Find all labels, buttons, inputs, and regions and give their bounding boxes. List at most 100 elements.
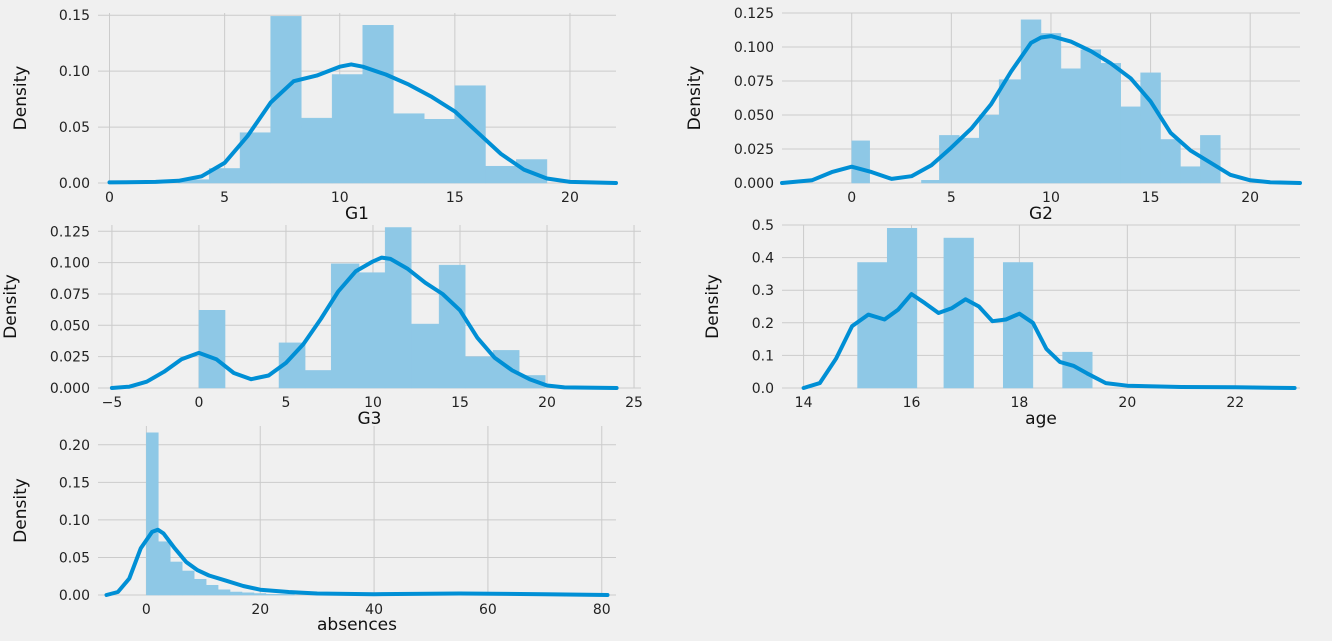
x-axis-label: G1: [345, 204, 369, 224]
histogram-bar: [181, 570, 195, 596]
histogram-bar: [265, 593, 295, 596]
histogram-bar: [1160, 139, 1181, 184]
y-tick-label: 0.050: [734, 108, 774, 124]
x-tick-label: 20: [538, 395, 556, 411]
histogram-bar: [1040, 33, 1062, 184]
x-tick-label: 22: [1226, 395, 1244, 411]
y-tick-label: 0.15: [59, 8, 90, 24]
histogram-bar: [423, 119, 456, 184]
x-axis-label: G2: [1029, 204, 1053, 224]
histogram-bar: [393, 113, 425, 184]
histogram-bar: [438, 264, 466, 389]
histogram-bar: [1140, 72, 1161, 184]
x-tick-label: 15: [446, 190, 464, 206]
x-tick-label: 18: [1011, 395, 1029, 411]
y-tick-label: 0.050: [50, 318, 90, 334]
x-tick-label: 25: [625, 395, 643, 411]
x-tick-label: 20: [1241, 190, 1259, 206]
histogram-bar: [1060, 68, 1082, 184]
histogram-bar: [943, 237, 974, 389]
histogram-bar: [1002, 262, 1034, 389]
x-tick-label: 5: [282, 395, 291, 411]
kde-line: [801, 292, 1297, 390]
histogram-bar: [857, 262, 888, 389]
subplot-age: 14 16 18 20 22 0.0 0.1 0.2 0.3 0.4 0.5 age Density: [703, 218, 1300, 429]
x-tick-label: 15: [1142, 190, 1160, 206]
x-tick-label: −5: [102, 395, 123, 411]
kde-line: [104, 527, 610, 597]
x-tick-label: 5: [220, 190, 229, 206]
x-tick-label: 40: [365, 602, 383, 618]
y-tick-label: 0.00: [59, 588, 90, 604]
histogram-bar: [170, 561, 183, 596]
x-tick-label: 10: [364, 395, 382, 411]
y-tick-label: 0.0: [752, 381, 774, 397]
x-tick-label: 80: [593, 602, 611, 618]
y-tick-label: 0.20: [59, 438, 90, 454]
subplot-g2: 0 5 10 15 20 0.000 0.025 0.050 0.075 0.100 0.125 G2…: [685, 6, 1302, 224]
x-tick-label: 0: [194, 395, 203, 411]
y-tick-label: 0.00: [59, 176, 90, 192]
histogram-bar: [464, 356, 494, 389]
y-tick-label: 0.1: [752, 348, 774, 364]
x-tick-label: 60: [479, 602, 497, 618]
histogram-bar: [411, 323, 440, 389]
histogram-bar: [959, 137, 980, 184]
histogram-bar: [198, 310, 226, 389]
histogram-bar: [492, 350, 520, 389]
histogram-bar: [158, 541, 171, 596]
histogram-bar: [217, 589, 231, 596]
histogram-bar: [1180, 166, 1201, 184]
y-tick-label: 0.125: [734, 6, 774, 22]
kde-line: [780, 34, 1302, 185]
y-tick-label: 0.075: [734, 74, 774, 90]
y-tick-label: 0.15: [59, 475, 90, 491]
histogram-bar: [146, 432, 159, 596]
x-tick-label: 20: [1118, 395, 1136, 411]
histogram-bar: [229, 591, 243, 596]
y-tick-label: 0.10: [59, 64, 90, 80]
y-tick-label: 0.05: [59, 120, 90, 136]
y-axis-label: Density: [685, 66, 705, 131]
subplot-absences: 0 20 40 60 80 0.00 0.05 0.10 0.15 0.20 absences Den…: [11, 426, 616, 635]
histogram-bar: [851, 140, 870, 184]
y-tick-label: 0.025: [50, 350, 90, 366]
histogram-bar: [978, 114, 1000, 184]
x-axis-label: G3: [358, 409, 382, 429]
x-tick-label: 15: [451, 395, 469, 411]
y-tick-label: 0.125: [50, 224, 90, 240]
kde-line: [109, 255, 619, 390]
histogram-bar: [241, 592, 255, 596]
y-tick-label: 0.000: [734, 176, 774, 192]
x-tick-label: 20: [251, 602, 269, 618]
y-tick-label: 0.2: [752, 316, 774, 332]
histogram-bar: [205, 584, 219, 596]
x-tick-label: 14: [795, 395, 813, 411]
x-tick-label: 10: [1042, 190, 1060, 206]
y-axis-label: Density: [1, 274, 21, 339]
histogram-bar: [253, 593, 267, 596]
histogram-bar: [485, 165, 517, 184]
y-tick-label: 0.10: [59, 513, 90, 529]
x-tick-label: 10: [331, 190, 349, 206]
kde-line: [107, 62, 618, 185]
histogram-bar: [301, 117, 333, 184]
x-axis-label: absences: [317, 615, 397, 635]
x-tick-label: 5: [947, 190, 956, 206]
histogram-bar: [921, 180, 940, 184]
histogram-bar: [331, 74, 364, 184]
histogram-bar: [384, 227, 412, 389]
y-tick-label: 0.000: [50, 381, 90, 397]
histogram-bar: [998, 79, 1022, 184]
histogram-bar: [1080, 49, 1102, 184]
y-tick-label: 0.3: [752, 283, 774, 299]
x-tick-label: 0: [847, 190, 856, 206]
y-axis-label: Density: [11, 66, 31, 131]
y-tick-label: 0.100: [50, 256, 90, 272]
subplot-g1: 0 5 10 15 20 0.00 0.05 0.10 0.15 G1 Density: [11, 8, 618, 224]
histogram-bar: [358, 272, 386, 389]
histogram-bar: [1100, 63, 1121, 184]
histogram-bar: [362, 25, 394, 184]
x-tick-label: 20: [561, 190, 579, 206]
